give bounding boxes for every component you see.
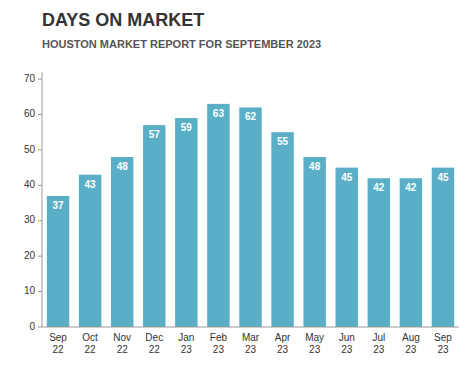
data-label: 42 xyxy=(373,182,385,193)
bar xyxy=(336,168,358,327)
data-label: 37 xyxy=(52,200,64,211)
y-tick-label: 50 xyxy=(24,144,36,155)
x-tick-label-line: Jan xyxy=(178,332,194,343)
y-tick xyxy=(38,79,42,80)
x-tick-label: Sep23 xyxy=(434,332,452,355)
y-tick-label: 10 xyxy=(24,285,36,296)
x-tick-label-line: 23 xyxy=(245,344,257,355)
data-label: 57 xyxy=(149,129,161,140)
x-tick-label-line: 22 xyxy=(149,344,161,355)
data-label: 48 xyxy=(117,161,129,172)
data-labels: 37 43 48 57 59 63 62 55 48 45 42 42 45 xyxy=(52,108,448,211)
x-tick-label: Oct22 xyxy=(82,332,98,355)
bar xyxy=(368,178,390,327)
bars xyxy=(47,104,454,327)
bar xyxy=(303,157,325,327)
x-tick-label: Jan23 xyxy=(178,332,194,355)
x-tick-label: Aug23 xyxy=(402,332,420,355)
data-label: 45 xyxy=(437,172,449,183)
data-label: 45 xyxy=(341,172,353,183)
x-tick-label-line: 23 xyxy=(309,344,321,355)
x-tick-label-line: Sep xyxy=(49,332,67,343)
x-tick-label-line: Mar xyxy=(242,332,260,343)
data-label: 62 xyxy=(245,111,257,122)
x-tick-label: Nov22 xyxy=(113,332,131,355)
x-tick-label-line: Sep xyxy=(434,332,452,343)
x-tick-label: Jun23 xyxy=(339,332,355,355)
x-tick-label-line: 23 xyxy=(405,344,417,355)
x-tick-label-line: Jun xyxy=(339,332,355,343)
y-tick xyxy=(38,327,42,328)
x-tick-label-line: Nov xyxy=(113,332,131,343)
y-tick xyxy=(38,256,42,257)
y-tick-label: 60 xyxy=(24,108,36,119)
data-label: 42 xyxy=(405,182,417,193)
x-axis-line xyxy=(42,327,459,328)
y-tick xyxy=(38,185,42,186)
y-axis: 0 10 20 30 40 50 60 70 xyxy=(24,72,42,332)
x-tick-label-line: 23 xyxy=(341,344,353,355)
x-tick-label: Dec22 xyxy=(145,332,163,355)
bar xyxy=(239,107,261,327)
data-label: 55 xyxy=(277,136,289,147)
x-tick-label-line: Apr xyxy=(275,332,291,343)
x-tick-label: Feb23 xyxy=(210,332,228,355)
x-tick-label: Apr23 xyxy=(275,332,291,355)
x-tick-label-line: Dec xyxy=(145,332,163,343)
x-tick-label: May23 xyxy=(305,332,324,355)
data-label: 59 xyxy=(181,122,193,133)
y-tick-label: 0 xyxy=(29,321,35,332)
y-tick-label: 20 xyxy=(24,250,36,261)
x-tick-label-line: 23 xyxy=(213,344,225,355)
bar xyxy=(175,118,197,327)
x-tick-label: Jul23 xyxy=(372,332,385,355)
data-label: 43 xyxy=(85,179,97,190)
x-tick-label-line: 22 xyxy=(117,344,129,355)
bar xyxy=(207,104,229,327)
y-tick xyxy=(38,114,42,115)
data-label: 48 xyxy=(309,161,321,172)
x-tick-label-line: Feb xyxy=(210,332,228,343)
y-tick-label: 40 xyxy=(24,179,36,190)
x-tick-label-line: 23 xyxy=(277,344,289,355)
chart-svg: DAYS ON MARKET HOUSTON MARKET REPORT FOR … xyxy=(0,0,469,371)
x-tick-label-line: 23 xyxy=(373,344,385,355)
y-tick xyxy=(38,149,42,150)
title: DAYS ON MARKET xyxy=(42,10,204,30)
y-tick-label: 70 xyxy=(24,73,36,84)
y-tick xyxy=(38,291,42,292)
x-tick-label-line: 23 xyxy=(437,344,449,355)
x-tick-label-line: Jul xyxy=(372,332,385,343)
bar xyxy=(111,157,133,327)
bar xyxy=(400,178,422,327)
bar xyxy=(432,168,454,327)
x-tick-label: Mar23 xyxy=(242,332,260,355)
x-tick-label: Sep22 xyxy=(49,332,67,355)
bar xyxy=(79,175,101,327)
data-label: 63 xyxy=(213,108,225,119)
bar xyxy=(143,125,165,327)
chart-container: DAYS ON MARKET HOUSTON MARKET REPORT FOR … xyxy=(0,0,469,371)
x-tick-label-line: 22 xyxy=(52,344,64,355)
x-tick-label-line: 23 xyxy=(181,344,193,355)
bar xyxy=(47,196,69,327)
x-tick-label-line: Oct xyxy=(82,332,98,343)
x-tick-label-line: 22 xyxy=(85,344,97,355)
x-axis: Sep22Oct22Nov22Dec22Jan23Feb23Mar23Apr23… xyxy=(42,327,459,355)
bar xyxy=(271,132,293,327)
y-tick xyxy=(38,220,42,221)
x-tick-label-line: Aug xyxy=(402,332,420,343)
y-tick-label: 30 xyxy=(24,214,36,225)
y-axis-line xyxy=(42,72,43,327)
subtitle: HOUSTON MARKET REPORT FOR SEPTEMBER 2023 xyxy=(42,38,321,50)
x-tick-label-line: May xyxy=(305,332,324,343)
